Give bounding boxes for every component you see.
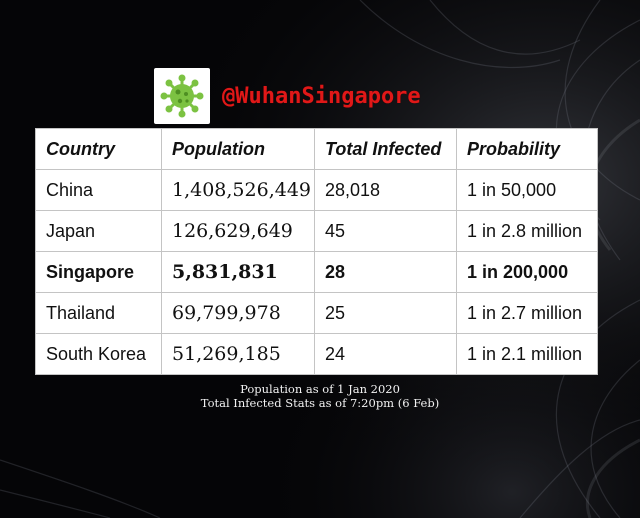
note-population-date: Population as of 1 Jan 2020 <box>240 382 400 396</box>
cell-country: Singapore <box>35 251 162 293</box>
cell-population: 5,831,831 <box>161 251 315 293</box>
table-row: Japan 126,629,649 45 1 in 2.8 million <box>35 210 598 252</box>
header-country: Country <box>35 128 162 170</box>
cell-country: Japan <box>35 210 162 252</box>
cell-infected: 25 <box>314 292 457 334</box>
cell-population: 69,799,978 <box>161 292 315 334</box>
cell-infected: 28,018 <box>314 169 457 211</box>
twitter-handle: @WuhanSingapore <box>222 83 421 109</box>
cell-country: Thailand <box>35 292 162 334</box>
cell-population: 1,408,526,449 <box>161 169 315 211</box>
cell-country: China <box>35 169 162 211</box>
table-row: China 1,408,526,449 28,018 1 in 50,000 <box>35 169 598 211</box>
table-row: South Korea 51,269,185 24 1 in 2.1 milli… <box>35 333 598 375</box>
header-probability: Probability <box>456 128 598 170</box>
cell-country: South Korea <box>35 333 162 375</box>
note-infected-date: Total Infected Stats as of 7:20pm (6 Feb… <box>200 396 440 410</box>
cell-probability: 1 in 2.8 million <box>456 210 598 252</box>
cell-infected: 28 <box>314 251 457 293</box>
cell-probability: 1 in 200,000 <box>456 251 598 293</box>
cell-probability: 1 in 50,000 <box>456 169 598 211</box>
cell-probability: 1 in 2.7 million <box>456 292 598 334</box>
header: @WuhanSingapore <box>154 68 421 124</box>
cell-probability: 1 in 2.1 million <box>456 333 598 375</box>
header-population: Population <box>161 128 315 170</box>
table-header-row: Country Population Total Infected Probab… <box>35 128 598 170</box>
cell-infected: 24 <box>314 333 457 375</box>
stats-table: Country Population Total Infected Probab… <box>35 128 598 375</box>
cell-population: 51,269,185 <box>161 333 315 375</box>
table-row-highlighted: Singapore 5,831,831 28 1 in 200,000 <box>35 251 598 293</box>
virus-icon <box>154 68 210 124</box>
cell-population: 126,629,649 <box>161 210 315 252</box>
table-row: Thailand 69,799,978 25 1 in 2.7 million <box>35 292 598 334</box>
cell-infected: 45 <box>314 210 457 252</box>
header-total-infected: Total Infected <box>314 128 457 170</box>
footnotes: Population as of 1 Jan 2020 Total Infect… <box>0 382 640 410</box>
